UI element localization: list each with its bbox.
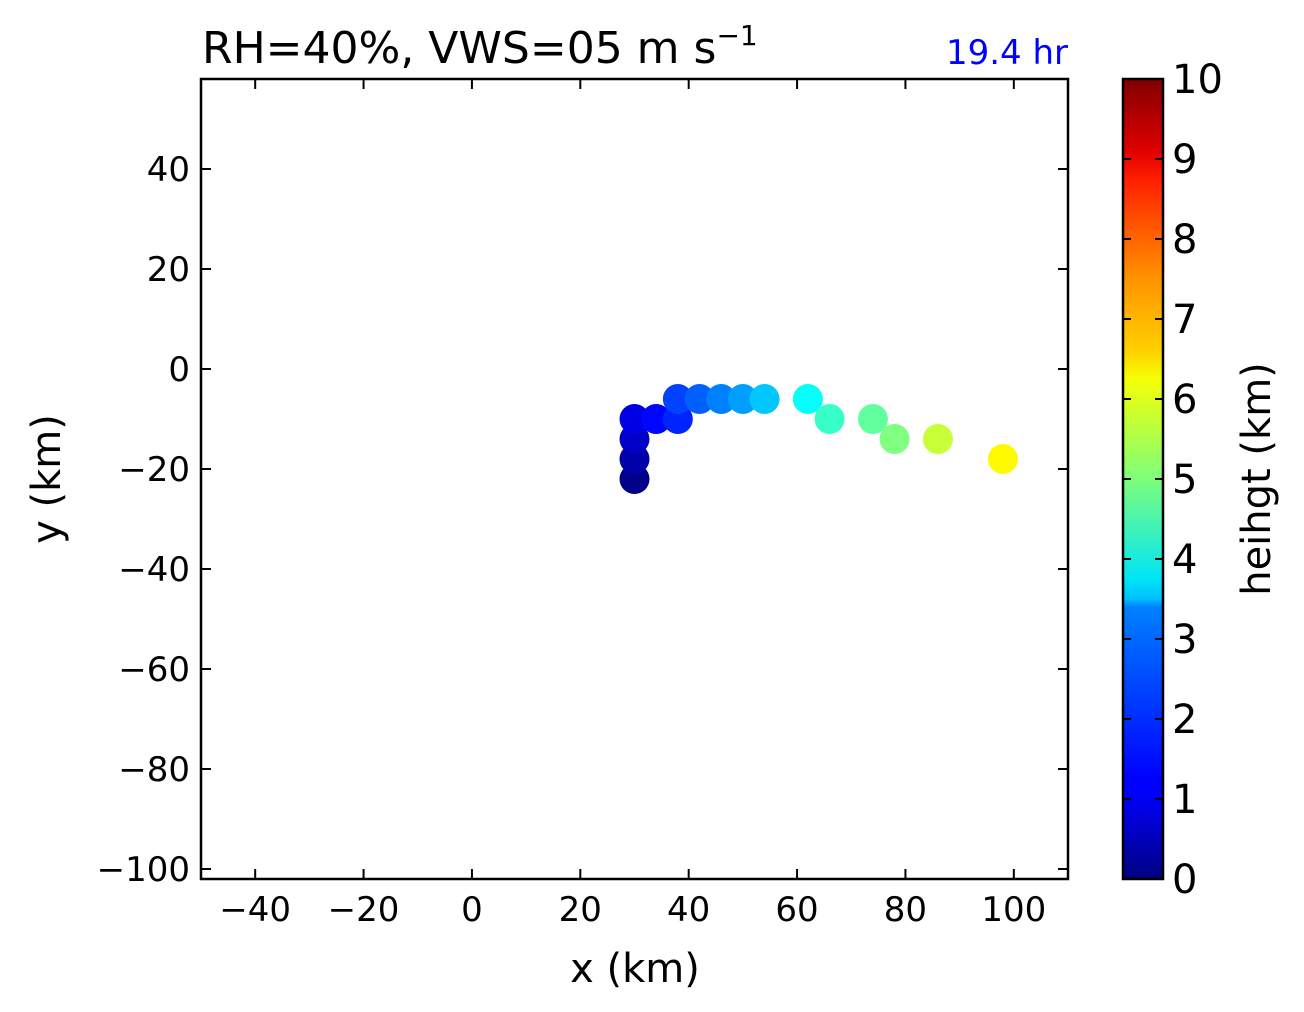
data-point (814, 404, 845, 434)
x-tick-label: 60 (775, 890, 818, 930)
data-point (727, 384, 758, 414)
y-tick-label: −60 (118, 650, 190, 690)
y-tick-label: −80 (118, 750, 190, 790)
data-point (641, 404, 672, 434)
x-tick-label: 100 (981, 890, 1046, 930)
colorbar-tick-label: 2 (1172, 697, 1197, 743)
colorbar-tick-label: 6 (1172, 377, 1197, 423)
colorbar-tick-label: 1 (1172, 777, 1197, 823)
colorbar-tick-label: 5 (1172, 457, 1197, 503)
time-label: 19.4 hr (946, 33, 1068, 73)
x-axis-label: x (km) (570, 946, 700, 992)
data-point (706, 384, 737, 414)
x-tick-label: −20 (328, 890, 400, 930)
colorbar-tick-label: 4 (1172, 537, 1197, 583)
colorbar-tick-label: 9 (1172, 137, 1197, 183)
data-point (619, 404, 650, 434)
data-point (857, 404, 888, 434)
data-point (879, 424, 910, 454)
data-point (684, 384, 715, 414)
data-point (987, 444, 1018, 474)
x-tick-label: 40 (667, 890, 710, 930)
colorbar-tick-label: 7 (1172, 297, 1197, 343)
colorbar-ticks: 0 1 2 3 4 5 6 7 8 9 10 (1123, 57, 1223, 903)
y-ticks: −100 −80 −60 −40 −20 0 20 40 (97, 150, 1068, 890)
x-tick-label: −40 (219, 890, 291, 930)
points-layer (619, 384, 1018, 494)
x-ticks: −40 −20 0 20 40 60 80 100 (219, 79, 1046, 930)
y-tick-label: −100 (97, 850, 190, 890)
data-point (749, 384, 780, 414)
y-tick-label: −20 (118, 450, 190, 490)
x-tick-label: 0 (461, 890, 483, 930)
y-tick-label: −40 (118, 550, 190, 590)
colorbar-tick-label: 3 (1172, 617, 1197, 663)
plot-area: −40 −20 0 20 40 60 80 100 −100 −80 −60 −40 −20 0 20 40 (97, 77, 1070, 930)
x-tick-label: 20 (559, 890, 602, 930)
y-tick-label: 0 (168, 350, 190, 390)
data-point (922, 424, 953, 454)
y-axis-label: y (km) (24, 414, 70, 544)
colorbar: 0 1 2 3 4 5 6 7 8 9 10 heihgt (km) (1121, 57, 1280, 903)
colorbar-tick-label: 8 (1172, 217, 1197, 263)
colorbar-tick-label: 10 (1172, 57, 1223, 103)
colorbar-tick-label: 0 (1172, 857, 1197, 903)
plot-frame (199, 77, 1070, 881)
x-tick-label: 80 (884, 890, 927, 930)
chart-title: RH=40%, VWS=05 m s−1 (202, 19, 758, 74)
y-tick-label: 20 (147, 250, 190, 290)
data-point (792, 384, 823, 414)
colorbar-label: heihgt (km) (1234, 362, 1280, 596)
chart-title-main: RH=40%, VWS=05 m s (202, 23, 716, 74)
y-tick-label: 40 (147, 150, 190, 190)
chart-title-superscript: −1 (716, 19, 757, 52)
data-point (662, 384, 693, 414)
